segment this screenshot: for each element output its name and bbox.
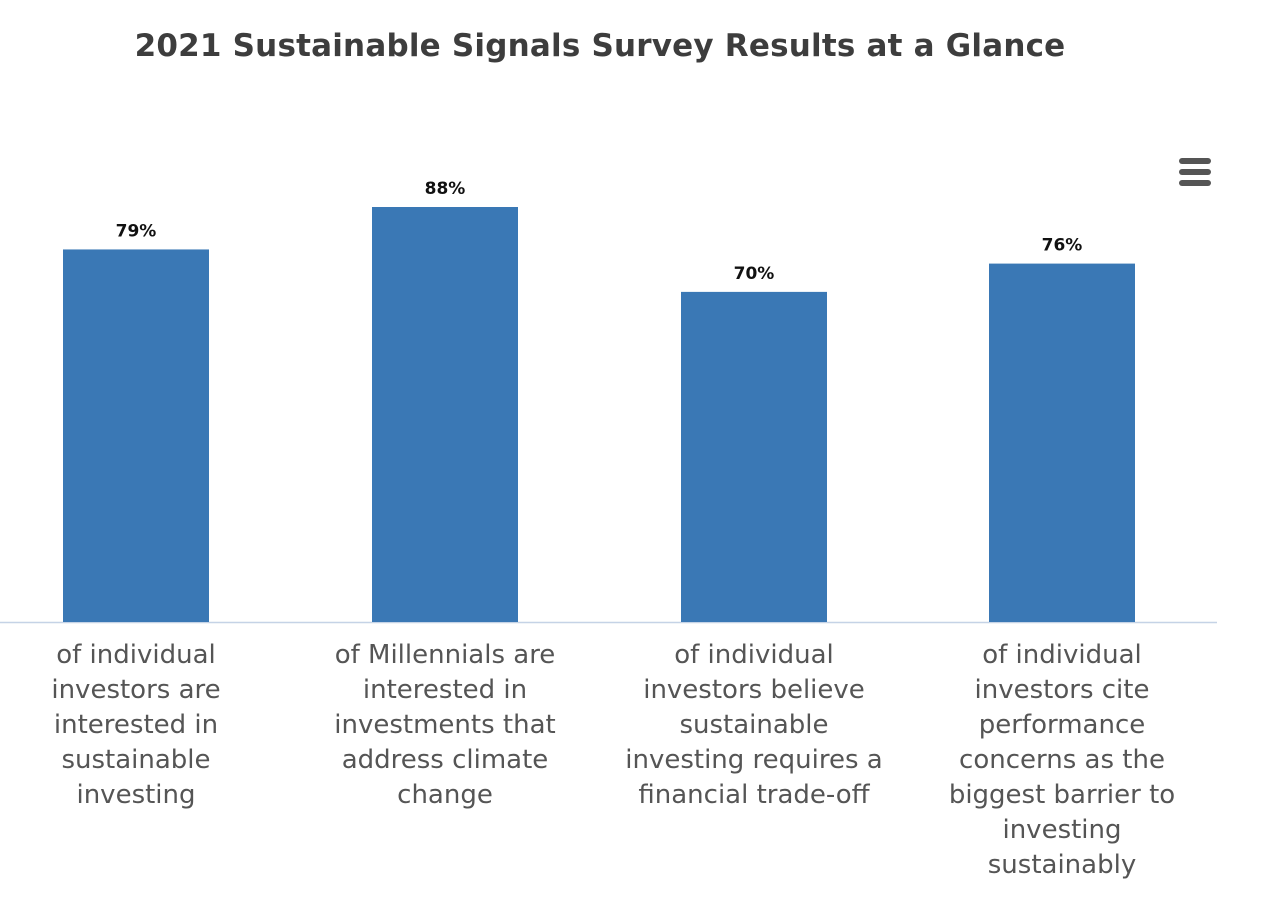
hamburger-menu-icon (1179, 158, 1211, 164)
chart-title: 2021 Sustainable Signals Survey Results … (134, 28, 1066, 64)
category-label-1: of individual investors are interested i… (51, 640, 221, 810)
bar-3[interactable] (681, 291, 827, 622)
category-label-4: of individual investors cite performance… (948, 640, 1176, 880)
bar-2[interactable] (372, 207, 518, 622)
bar-1[interactable] (63, 249, 209, 622)
chart-menu-button[interactable] (1176, 156, 1214, 188)
data-label-1: 79% (116, 221, 157, 241)
hamburger-menu-icon (1179, 169, 1211, 175)
bar-4[interactable] (989, 263, 1135, 622)
category-label-3: of individual investors believe sustaina… (625, 640, 883, 810)
data-label-3: 70% (734, 264, 775, 284)
hamburger-menu-icon (1179, 180, 1211, 186)
data-label-4: 76% (1042, 236, 1083, 256)
data-label-2: 88% (425, 179, 466, 199)
category-label-2: of Millennials are interested in investm… (334, 640, 556, 810)
